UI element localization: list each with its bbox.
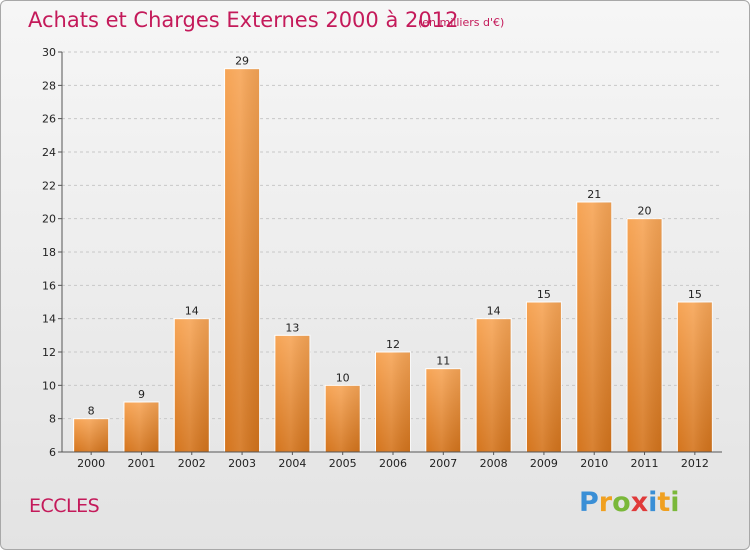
proxiti-logo[interactable]: Proxiti bbox=[579, 487, 680, 518]
value-label: 20 bbox=[638, 205, 652, 218]
x-tick-label: 2012 bbox=[681, 457, 709, 470]
x-tick-label: 2007 bbox=[429, 457, 457, 470]
x-tick-label: 2004 bbox=[278, 457, 306, 470]
logo-letter: i bbox=[648, 487, 658, 518]
x-tick-label: 2009 bbox=[530, 457, 558, 470]
logo-letter: x bbox=[630, 487, 649, 518]
bar-shine bbox=[73, 418, 109, 452]
bar-shine bbox=[174, 318, 210, 452]
logo-letter: t bbox=[657, 487, 671, 518]
value-label: 13 bbox=[285, 321, 299, 334]
value-label: 14 bbox=[487, 305, 501, 318]
x-tick-label: 2008 bbox=[480, 457, 508, 470]
y-tick-label: 14 bbox=[42, 313, 56, 326]
bar-shine bbox=[224, 68, 260, 453]
y-tick-label: 20 bbox=[42, 213, 56, 226]
bar-shine bbox=[576, 202, 612, 452]
x-tick-label: 2010 bbox=[580, 457, 608, 470]
bar-shine bbox=[375, 352, 411, 452]
x-tick-label: 2006 bbox=[379, 457, 407, 470]
x-tick-label: 2003 bbox=[228, 457, 256, 470]
x-tick-label: 2011 bbox=[631, 457, 659, 470]
value-label: 12 bbox=[386, 338, 400, 351]
value-label: 15 bbox=[688, 288, 702, 301]
chart-subtitle: (en milliers d'€) bbox=[418, 16, 504, 29]
y-tick-label: 18 bbox=[42, 246, 56, 259]
x-tick-label: 2000 bbox=[77, 457, 105, 470]
bar-shine bbox=[274, 335, 310, 452]
bar-shine bbox=[425, 368, 461, 452]
bar-shine bbox=[325, 385, 361, 452]
location-name: ECCLES bbox=[29, 495, 100, 517]
value-label: 21 bbox=[587, 188, 601, 201]
y-tick-label: 24 bbox=[42, 146, 56, 159]
bar-shine bbox=[627, 218, 663, 452]
value-label: 15 bbox=[537, 288, 551, 301]
y-tick-label: 6 bbox=[49, 446, 56, 459]
x-tick-label: 2001 bbox=[127, 457, 155, 470]
y-tick-label: 28 bbox=[42, 79, 56, 92]
value-label: 11 bbox=[436, 355, 450, 368]
value-label: 9 bbox=[138, 388, 145, 401]
bar-shine bbox=[123, 402, 159, 452]
y-tick-label: 10 bbox=[42, 379, 56, 392]
value-label: 29 bbox=[235, 55, 249, 68]
bar-shine bbox=[677, 302, 713, 452]
value-label: 10 bbox=[336, 371, 350, 384]
y-tick-label: 16 bbox=[42, 279, 56, 292]
logo-letter: r bbox=[598, 487, 613, 518]
value-label: 8 bbox=[88, 405, 95, 418]
logo-letter: o bbox=[612, 487, 631, 518]
chart-title: Achats et Charges Externes 2000 à 2012 bbox=[28, 8, 458, 32]
x-tick-label: 2005 bbox=[329, 457, 357, 470]
x-tick-label: 2002 bbox=[178, 457, 206, 470]
bars: 8 9 14 29 13 10 12 11 14 15 21 20 15 bbox=[73, 55, 713, 453]
logo-letter: i bbox=[670, 487, 680, 518]
logo-letter: P bbox=[579, 487, 599, 518]
y-tick-label: 30 bbox=[42, 46, 56, 59]
y-tick-label: 12 bbox=[42, 346, 56, 359]
y-tick-label: 26 bbox=[42, 113, 56, 126]
y-tick-label: 22 bbox=[42, 179, 56, 192]
axes: 6 8 10 12 14 16 18 20 22 24 26 28 30 2000 2001 2002 2003… bbox=[42, 46, 722, 470]
bar-shine bbox=[476, 318, 512, 452]
value-label: 14 bbox=[185, 305, 199, 318]
y-tick-label: 8 bbox=[49, 413, 56, 426]
bar-shine bbox=[526, 302, 562, 452]
